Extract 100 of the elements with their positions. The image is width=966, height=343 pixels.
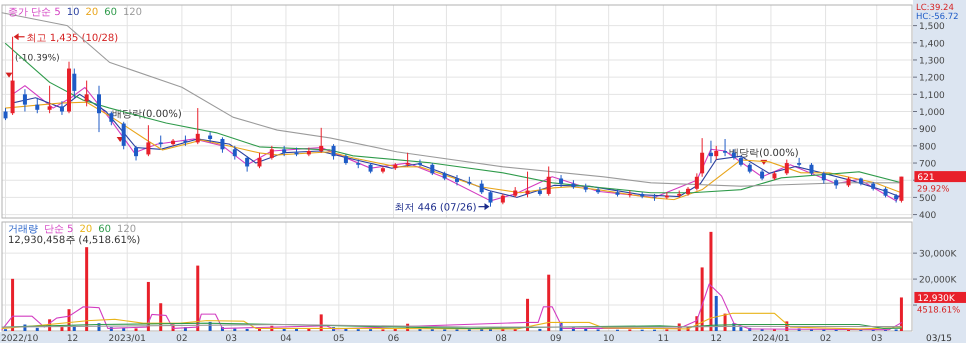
y-tick-label: 1,200: [919, 74, 946, 84]
candlestick: [196, 108, 200, 145]
candlestick: [760, 169, 764, 181]
candlestick: [270, 145, 274, 160]
annotation: 12,930,458주 (4,518.61%): [8, 235, 140, 246]
candlestick: [526, 171, 530, 198]
x-tick-label: 08: [495, 334, 508, 343]
candlestick: [784, 159, 789, 176]
bar: [526, 298, 530, 331]
candlestick: [257, 152, 262, 169]
candlestick: [96, 85, 101, 133]
candlestick: [714, 145, 718, 160]
candlestick: [146, 124, 150, 157]
candlestick: [48, 85, 52, 114]
candlestick: [60, 100, 64, 116]
bar: [11, 278, 14, 331]
candlestick: [700, 138, 704, 178]
y-tick-label: 800: [919, 142, 936, 152]
x-tick-label: 11: [658, 334, 670, 343]
candlestick: [72, 68, 76, 98]
candlestick: [500, 193, 505, 205]
candlestick: [332, 144, 336, 160]
x-tick-label: 02: [820, 334, 832, 343]
bar: [900, 297, 903, 331]
bar: [714, 296, 718, 331]
y-tick-label: 700: [919, 160, 936, 170]
text: HC:-56.72: [916, 12, 959, 22]
y-tick-label: 500: [919, 194, 936, 204]
candlestick: [344, 154, 348, 166]
legend: 종가 단순 5 10 20 60 120: [8, 7, 142, 18]
annotation: 최고 1,435 (10/28): [26, 32, 118, 44]
candlestick: [884, 186, 888, 198]
x-tick-label: 04: [280, 334, 292, 343]
candlestick: [708, 140, 713, 164]
candlestick: [4, 108, 8, 121]
candlestick: [84, 80, 89, 107]
candlestick: [134, 145, 138, 161]
y-tick-label: 1,000: [919, 108, 946, 118]
candlestick: [809, 162, 814, 176]
text: 29.92%: [917, 184, 950, 195]
bar: [739, 327, 742, 331]
y-tick-label: 1,300: [919, 56, 946, 66]
x-tick-label: 03: [226, 334, 237, 343]
y-tick-label: 1,400: [919, 39, 946, 50]
candlestick: [35, 97, 40, 114]
text: 4518.61%: [917, 305, 960, 316]
text: LC:39.24: [916, 3, 954, 13]
line-series: [1, 312, 902, 330]
candlestick: [748, 162, 752, 174]
x-tick-label: 03: [871, 334, 882, 343]
x-tick-label: 06: [388, 334, 400, 343]
y-tick-label: 1,100: [919, 90, 946, 101]
text: 03/15: [926, 334, 952, 343]
annotation: 12,930K: [917, 294, 956, 304]
x-tick-label: 12: [66, 334, 78, 343]
x-tick-label: 2023/01: [108, 334, 146, 343]
annotation: 621: [917, 173, 935, 184]
candlestick: [22, 88, 27, 112]
candlestick: [559, 174, 564, 188]
candlestick: [368, 162, 373, 174]
candlestick: [406, 152, 410, 167]
y-tick-label: 20,000K: [919, 276, 958, 286]
x-tick-label: 02: [176, 334, 188, 343]
x-tick-label: 09: [550, 334, 562, 343]
candlestick: [513, 186, 518, 198]
bar: [60, 327, 64, 331]
bar: [85, 247, 88, 331]
candlestick: [546, 166, 551, 196]
candlestick: [430, 162, 434, 176]
x-tick-label: 05: [333, 334, 345, 343]
candlestick: [109, 111, 114, 126]
bar: [196, 266, 200, 331]
line-series: [1, 283, 902, 330]
x-tick-label: 12: [710, 334, 722, 343]
bar: [36, 328, 39, 331]
y-tick-label: 900: [919, 125, 936, 136]
candlestick: [488, 190, 493, 208]
annotation: 최저 446 (07/26): [394, 202, 477, 214]
x-tick-label: 2024/01: [752, 334, 790, 343]
x-tick-label: 07: [440, 334, 452, 343]
bar: [709, 232, 712, 331]
x-tick-label: 10: [602, 334, 615, 343]
candlestick: [455, 174, 459, 186]
legend: 거래량 단순 5 20 60 120: [8, 224, 136, 235]
candlestick: [208, 132, 212, 143]
candlestick: [245, 156, 250, 172]
candlestick: [834, 178, 838, 190]
candlestick: [220, 136, 224, 154]
candlestick: [822, 171, 826, 184]
candlestick: [846, 176, 851, 188]
y-tick-label: 30,000K: [919, 250, 958, 260]
x-tick-label: 2022/10: [1, 334, 39, 343]
y-tick-label: 1,500: [919, 22, 946, 32]
bar: [547, 274, 550, 331]
candlestick: [183, 135, 188, 146]
candlestick: [480, 180, 484, 194]
candlestick: [232, 145, 237, 160]
bar: [134, 328, 138, 331]
candlestick: [694, 172, 699, 192]
y-tick-label: 400: [919, 211, 936, 222]
